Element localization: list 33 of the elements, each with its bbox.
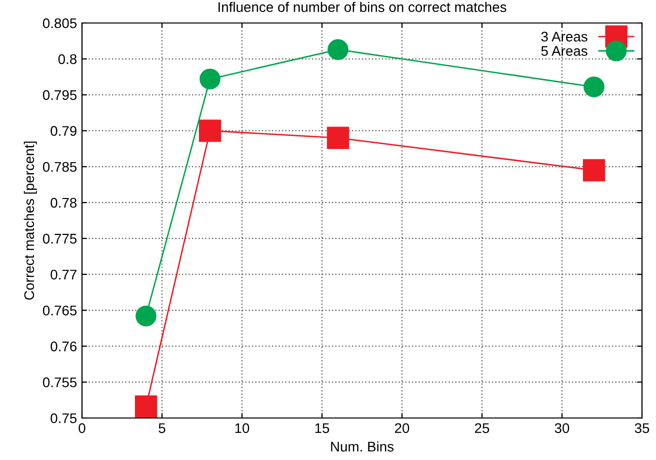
- legend-label: 3 Areas: [541, 32, 588, 42]
- y-tick-label: 0.79: [50, 126, 76, 136]
- y-tick-label: 0.765: [42, 306, 77, 316]
- chart-title: Influence of number of bins on correct matches: [218, 2, 506, 12]
- x-tick-label: 15: [315, 423, 330, 434]
- y-tick-label: 0.795: [42, 90, 77, 100]
- y-tick-label: 0.78: [50, 198, 77, 208]
- point: [136, 306, 156, 326]
- y-tick-label: 0.77: [50, 270, 76, 280]
- x-tick-label: 0: [78, 423, 86, 434]
- x-tick-label: 25: [474, 423, 490, 434]
- point: [582, 159, 606, 182]
- x-tick-label: 20: [394, 423, 410, 434]
- x-axis-title: Num. Bins: [331, 441, 394, 452]
- y-tick-label: 0.8: [58, 54, 77, 64]
- x-tick-label: 30: [554, 423, 570, 434]
- x-tick-label: 5: [158, 423, 166, 434]
- legend-label: 5 Areas: [541, 46, 588, 56]
- point: [200, 68, 220, 90]
- point: [198, 120, 222, 142]
- point: [326, 126, 350, 150]
- point: [328, 39, 348, 60]
- x-tick-label: 10: [235, 423, 250, 434]
- y-tick-label: 0.805: [42, 18, 77, 28]
- y-tick-label: 0.775: [42, 234, 77, 244]
- point: [584, 76, 604, 98]
- y-axis-title: Correct matches [percent]: [24, 142, 37, 300]
- x-tick-label: 35: [634, 423, 650, 434]
- point: [134, 395, 158, 418]
- y-tick-label: 0.75: [50, 413, 77, 424]
- y-tick-label: 0.76: [50, 342, 77, 352]
- y-tick-label: 0.755: [42, 377, 77, 388]
- y-tick-label: 0.785: [42, 162, 77, 172]
